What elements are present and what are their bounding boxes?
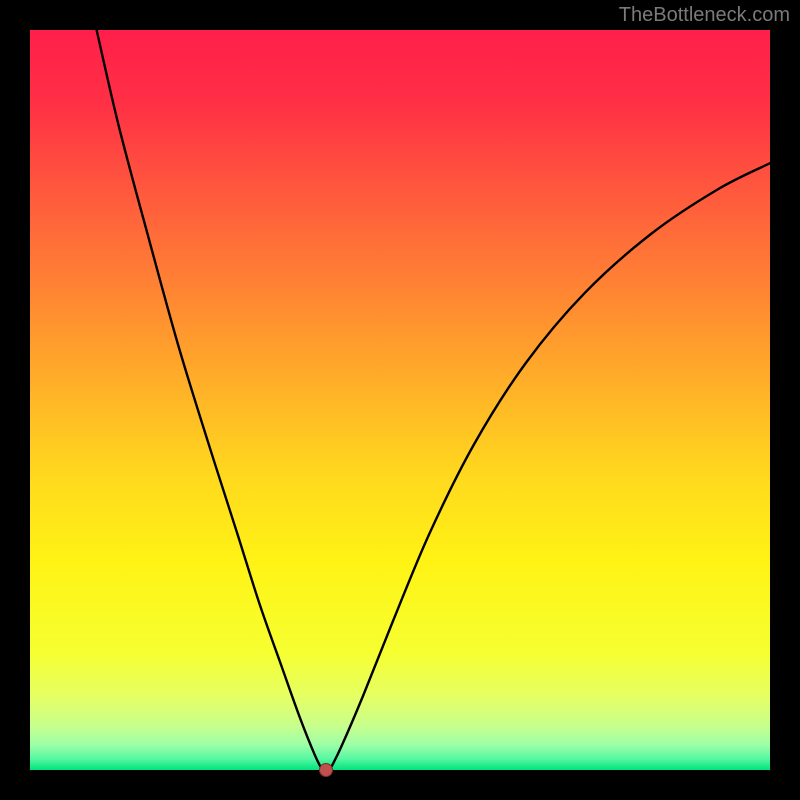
curve-layer — [0, 0, 800, 800]
data-point-marker — [319, 763, 333, 777]
curve-right — [330, 163, 770, 770]
curve-left — [97, 30, 323, 770]
watermark-text: TheBottleneck.com — [619, 4, 790, 27]
chart-container: TheBottleneck.com — [0, 0, 800, 800]
